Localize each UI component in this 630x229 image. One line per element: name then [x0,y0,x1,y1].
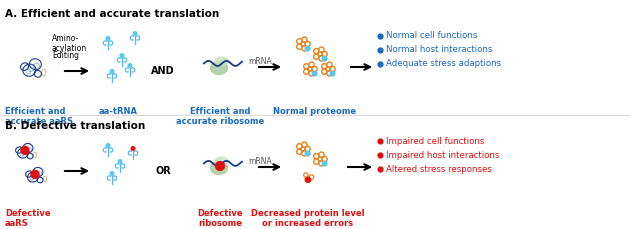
Text: Defective
ribosome: Defective ribosome [197,209,243,228]
Text: Normal host interactions: Normal host interactions [386,46,493,55]
Circle shape [312,71,317,76]
Circle shape [106,144,110,147]
Text: Impaired cell functions: Impaired cell functions [386,136,484,145]
Ellipse shape [210,62,227,74]
Text: Decreased protein level
or increased errors: Decreased protein level or increased err… [251,209,365,228]
Circle shape [305,151,310,156]
Circle shape [110,70,114,73]
Text: Defective
aaRS: Defective aaRS [5,209,50,228]
Circle shape [133,32,137,35]
Ellipse shape [215,157,228,166]
Text: AND: AND [151,66,175,76]
Circle shape [215,162,224,170]
Ellipse shape [210,161,227,174]
Text: mRNA: mRNA [248,156,272,166]
Circle shape [306,177,311,182]
Circle shape [128,64,132,67]
Text: OR: OR [155,166,171,176]
Text: A. Efficient and accurate translation: A. Efficient and accurate translation [5,9,219,19]
Text: Normal cell functions: Normal cell functions [386,32,478,41]
Text: aa-tRNA: aa-tRNA [98,107,137,116]
Text: Amino-
acylation: Amino- acylation [52,34,87,53]
Text: Impaired host interactions: Impaired host interactions [386,150,500,160]
Circle shape [120,54,124,57]
Circle shape [330,71,335,76]
Circle shape [118,160,122,163]
Text: mRNA: mRNA [248,57,272,65]
Circle shape [106,37,110,40]
Text: B. Defective translation: B. Defective translation [5,121,146,131]
Circle shape [322,161,327,166]
Circle shape [21,146,29,154]
Circle shape [31,170,39,178]
Circle shape [305,46,310,51]
Circle shape [131,147,135,150]
Text: Adequate stress adaptions: Adequate stress adaptions [386,60,501,68]
Circle shape [322,56,327,61]
Circle shape [110,172,114,175]
Text: Efficient and
accurate aaRS: Efficient and accurate aaRS [5,107,73,126]
Text: Efficient and
accurate ribosome: Efficient and accurate ribosome [176,107,264,126]
Text: Normal proteome: Normal proteome [273,107,357,116]
Ellipse shape [215,57,228,65]
Text: Altered stress responses: Altered stress responses [386,164,492,174]
Text: Editing: Editing [52,51,79,60]
